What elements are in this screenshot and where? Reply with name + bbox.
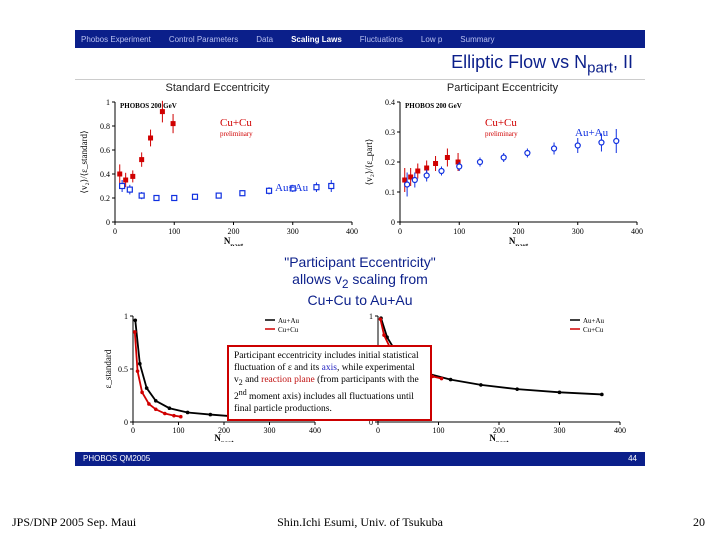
- svg-text:0: 0: [391, 218, 395, 227]
- chart-right: Participant Eccentricity PHOBOS 200 GeV 0…: [360, 80, 645, 250]
- svg-text:1: 1: [124, 312, 128, 321]
- svg-text:0.4: 0.4: [100, 170, 110, 179]
- svg-text:Cu+Cu: Cu+Cu: [485, 117, 517, 129]
- svg-text:Au+Au: Au+Au: [275, 182, 309, 194]
- svg-text:400: 400: [346, 227, 358, 236]
- qm-bar: PHOBOS QM2005 44: [75, 452, 645, 466]
- mid-title-1: "Participant Eccentricity": [75, 254, 645, 272]
- slide-title: Elliptic Flow vs Npart, II: [75, 48, 645, 80]
- svg-text:⟨v₂⟩/⟨ε_standard⟩: ⟨v₂⟩/⟨ε_standard⟩: [79, 130, 89, 193]
- svg-text:Cu+Cu: Cu+Cu: [278, 326, 299, 334]
- mid-title-3: Cu+Cu to Au+Au: [75, 292, 645, 310]
- svg-text:Cu+Cu: Cu+Cu: [220, 117, 252, 129]
- svg-text:0: 0: [113, 227, 117, 236]
- nav-bar: Phobos Experiment Control Parameters Data S…: [75, 30, 645, 48]
- nav-item: Summary: [460, 35, 494, 44]
- note-box: Participant eccentricity includes initia…: [227, 345, 432, 421]
- footer-mid: Shin.Ichi Esumi, Univ. of Tsukuba: [0, 515, 720, 530]
- nav-item: Fluctuations: [360, 35, 403, 44]
- svg-text:400: 400: [309, 426, 321, 435]
- svg-text:0: 0: [131, 426, 135, 435]
- svg-text:Au+Au: Au+Au: [583, 317, 605, 325]
- svg-text:Cu+Cu: Cu+Cu: [583, 326, 604, 334]
- svg-text:0.2: 0.2: [385, 158, 395, 167]
- svg-text:0: 0: [106, 218, 110, 227]
- svg-text:0: 0: [398, 227, 402, 236]
- svg-text:0.1: 0.1: [385, 188, 395, 197]
- nav-item: Data: [256, 35, 273, 44]
- svg-text:300: 300: [287, 227, 299, 236]
- svg-text:Au+Au: Au+Au: [575, 127, 609, 139]
- svg-text:100: 100: [172, 426, 184, 435]
- svg-text:0.6: 0.6: [100, 146, 110, 155]
- chart-left-svg: PHOBOS 200 GeV 0 0.2 0.4 0.6 0.8 1 0 100 200 300 40…: [75, 96, 360, 246]
- svg-text:1: 1: [369, 312, 373, 321]
- svg-text:0.2: 0.2: [100, 194, 110, 203]
- svg-text:0: 0: [376, 426, 380, 435]
- nav-item: Control Parameters: [169, 35, 238, 44]
- qm-right: 44: [628, 454, 637, 463]
- mid-title: "Participant Eccentricity" allows v2 sca…: [75, 250, 645, 312]
- chart-right-title: Participant Eccentricity: [360, 80, 645, 96]
- chart-right-svg: PHOBOS 200 GeV 0 0.1 0.2 0.3 0.4 0 100 200 300 400…: [360, 96, 645, 246]
- svg-text:0.3: 0.3: [385, 128, 395, 137]
- svg-text:400: 400: [631, 227, 643, 236]
- svg-text:1: 1: [106, 98, 110, 107]
- svg-text:100: 100: [168, 227, 180, 236]
- footer-right: 20: [693, 515, 705, 530]
- title-sub: part: [587, 60, 613, 77]
- svg-text:200: 200: [513, 227, 525, 236]
- svg-text:100: 100: [433, 426, 445, 435]
- svg-text:PHOBOS 200 GeV: PHOBOS 200 GeV: [120, 102, 177, 110]
- svg-text:Npart: Npart: [224, 236, 244, 246]
- svg-text:0.8: 0.8: [100, 122, 110, 131]
- nav-item: Low p: [421, 35, 442, 44]
- svg-text:300: 300: [554, 426, 566, 435]
- svg-text:⟨v₂⟩/⟨ε_part⟩: ⟨v₂⟩/⟨ε_part⟩: [364, 138, 374, 184]
- nav-item: Scaling Laws: [291, 35, 342, 44]
- svg-text:200: 200: [228, 227, 240, 236]
- svg-text:100: 100: [453, 227, 465, 236]
- nav-item: Phobos Experiment: [81, 35, 151, 44]
- svg-text:preliminary: preliminary: [220, 130, 253, 138]
- svg-text:PHOBOS 200 GeV: PHOBOS 200 GeV: [405, 102, 462, 110]
- chart-left: Standard Eccentricity PHOBOS 200 GeV 0 0.2…: [75, 80, 360, 250]
- chart-left-title: Standard Eccentricity: [75, 80, 360, 96]
- svg-text:0.4: 0.4: [385, 98, 395, 107]
- svg-text:Npart: Npart: [509, 236, 529, 246]
- svg-text:0.5: 0.5: [118, 365, 128, 374]
- title-main: Elliptic Flow vs N: [451, 52, 587, 72]
- svg-text:preliminary: preliminary: [485, 130, 518, 138]
- svg-text:0: 0: [124, 418, 128, 427]
- qm-left: PHOBOS QM2005: [83, 454, 150, 463]
- svg-text:400: 400: [614, 426, 626, 435]
- title-tail: , II: [613, 52, 633, 72]
- svg-text:Au+Au: Au+Au: [278, 317, 300, 325]
- svg-text:ε_standard: ε_standard: [103, 349, 113, 388]
- svg-text:300: 300: [263, 426, 275, 435]
- mid-title-2: allows v2 scaling from: [75, 271, 645, 292]
- svg-text:300: 300: [572, 227, 584, 236]
